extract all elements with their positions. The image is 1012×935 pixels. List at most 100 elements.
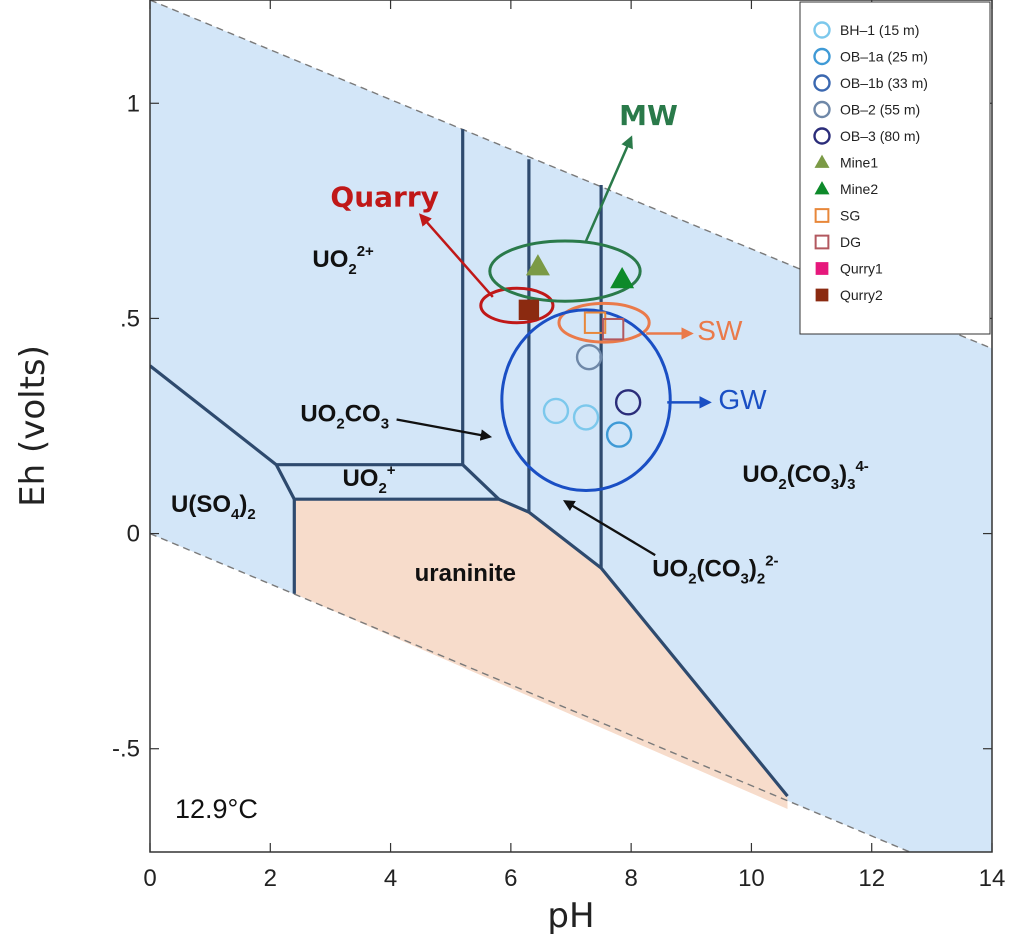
legend-entry: Qurry2: [840, 287, 883, 303]
group-ellipse: [479, 286, 555, 325]
legend-swatch: [813, 47, 831, 66]
field-label-part: (CO: [697, 556, 741, 583]
legend-entry: OB–3 (80 m): [840, 128, 920, 144]
data-points: [518, 254, 642, 448]
water-lower-limit-line: [150, 532, 912, 852]
legend-box: [799, 1, 991, 335]
aqueous-field: [150, 0, 992, 852]
data-point: [518, 299, 540, 321]
group-label: Quarry: [330, 181, 439, 214]
x-tick-label: 6: [504, 865, 517, 892]
legend-swatch: [814, 154, 830, 168]
legend-swatch: [813, 127, 831, 145]
field-label-part: 3: [847, 476, 855, 493]
field-label-part: 2: [757, 571, 765, 588]
field-label: UO2CO3: [300, 401, 389, 433]
group-label: MW: [619, 99, 678, 132]
legend-entry: SG: [840, 208, 860, 224]
y-tick-label: .5: [120, 305, 140, 332]
x-tick-label: 0: [143, 865, 156, 892]
group-ellipse: [557, 301, 651, 344]
field-label: UO2+: [342, 462, 395, 497]
x-tick-label: 4: [384, 865, 397, 892]
y-tick-label: 0: [127, 521, 140, 548]
field-label-part: ): [839, 461, 847, 488]
uraninite-field: [294, 499, 788, 809]
field-label-superscript: 4-: [855, 458, 868, 475]
axis-ticks: 0 2 4 6 8 10 12 141.50-.5: [112, 0, 1005, 892]
legend-swatch: [813, 21, 831, 39]
field-label-text: uraninite: [415, 560, 516, 587]
field-label-part: ): [749, 556, 757, 583]
field-label-part: U(SO: [171, 491, 231, 518]
field-label-part: UO: [300, 401, 336, 428]
x-tick-label: 2: [264, 865, 277, 892]
data-point: [575, 343, 603, 371]
label-pointer-arrow: [563, 500, 656, 557]
legend-swatch: [814, 181, 830, 195]
data-point: [601, 317, 625, 341]
data-point: [614, 389, 642, 416]
field-label-part: UO: [312, 246, 348, 273]
legend-swatch: [813, 74, 831, 92]
legend-entry: Qurry1: [840, 261, 883, 277]
field-label: UO22+: [312, 243, 374, 278]
legend-swatch: [815, 262, 829, 275]
group-label: GW: [718, 384, 767, 415]
field-label-part: 2: [688, 571, 696, 588]
x-tick-label: 8: [624, 865, 637, 892]
field-label: uraninite: [415, 560, 516, 587]
x-tick-label: 10: [738, 865, 765, 892]
y-axis-title: Eh (volts): [13, 345, 53, 507]
field-label-superscript: 2-: [765, 553, 778, 570]
legend-swatch: [814, 208, 830, 223]
legend-swatch: [815, 288, 829, 302]
group-ellipse: [488, 239, 642, 303]
legend-entry: OB–2 (55 m): [840, 102, 920, 118]
field-label: U(SO4)2: [171, 491, 256, 523]
data-point: [572, 404, 600, 431]
field-label-part: 3: [831, 476, 839, 493]
temperature-label: 12.9°C: [175, 794, 258, 824]
field-label-superscript: +: [387, 462, 396, 479]
group-arrow: [584, 135, 633, 242]
data-point: [525, 254, 550, 276]
field-label-part: (CO: [787, 461, 831, 488]
field-label-part: 4: [231, 506, 240, 523]
legend-entry: OB–1b (33 m): [840, 75, 928, 91]
field-label-part: CO: [345, 401, 381, 428]
legend-entry: Mine2: [840, 181, 878, 197]
legend-entry: OB–1a (25 m): [840, 49, 928, 65]
field-label-superscript: 2+: [357, 243, 374, 260]
field-label-part: 2: [247, 506, 255, 523]
legend-entry: BH–1 (15 m): [840, 22, 919, 38]
sample-group-annotations: Quarry MW SW GW: [330, 99, 767, 557]
legend-swatch: [814, 234, 830, 250]
field-label-part: ): [239, 491, 247, 518]
plot-frame: [149, 0, 993, 853]
data-point: [610, 267, 635, 289]
field-label-part: 2: [778, 476, 786, 493]
field-label-part: UO: [342, 465, 378, 492]
legend-swatch: [813, 100, 831, 119]
y-tick-label: -.5: [112, 736, 140, 763]
x-tick-label: 12: [858, 865, 885, 892]
group-ellipse: [500, 308, 672, 493]
legend-entry: DG: [840, 234, 861, 250]
group-arrow: [418, 213, 494, 298]
group-label: SW: [697, 315, 743, 346]
field-label-part: 2: [378, 480, 386, 497]
field-label: UO2(CO3)34-: [742, 458, 868, 493]
field-label-part: 3: [381, 416, 389, 433]
data-point: [583, 311, 607, 334]
data-point: [605, 421, 633, 448]
field-label-part: 2: [348, 261, 356, 278]
legend-entry: Mine1: [840, 155, 878, 171]
y-tick-label: 1: [127, 90, 140, 117]
x-tick-label: 14: [979, 865, 1006, 892]
x-axis-title: pH: [547, 896, 594, 935]
data-point: [542, 397, 570, 425]
field-label-part: 2: [336, 416, 344, 433]
field-label-part: UO: [652, 556, 688, 583]
